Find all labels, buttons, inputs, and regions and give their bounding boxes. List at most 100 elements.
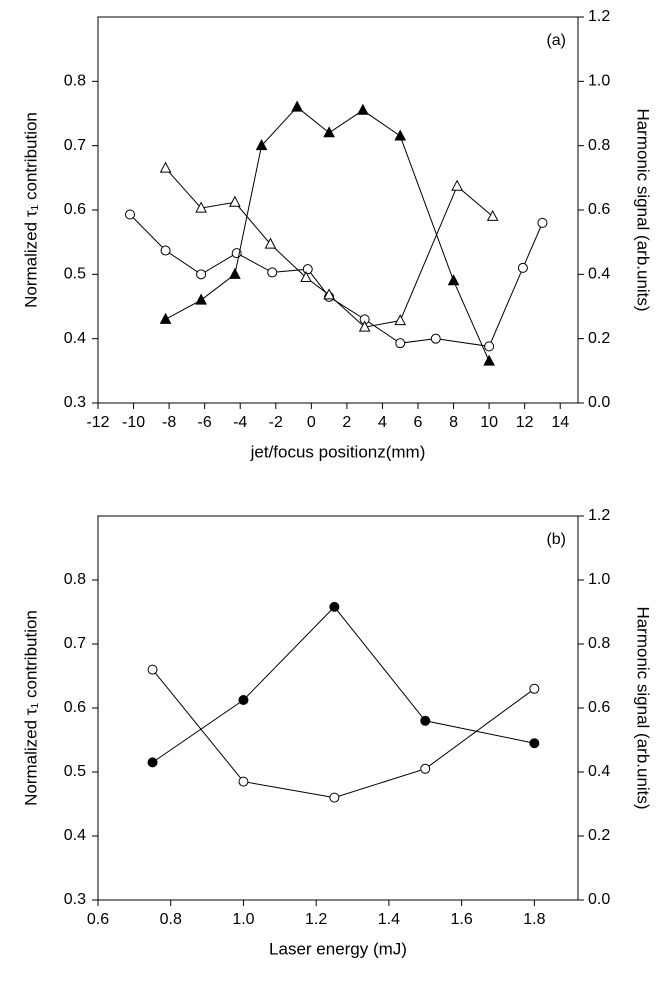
plot-frame bbox=[97, 515, 579, 901]
x-tick-label: 14 bbox=[551, 414, 569, 431]
y2-tick-label: 0.4 bbox=[588, 763, 610, 780]
y2-tick-label: 0.6 bbox=[588, 201, 610, 218]
series-line bbox=[165, 167, 493, 328]
y-axis-title: Normalized τ₁ contribution bbox=[21, 112, 40, 308]
marker bbox=[160, 245, 171, 256]
marker bbox=[264, 237, 277, 249]
x-tick-label: -12 bbox=[86, 414, 109, 431]
series-line bbox=[152, 606, 535, 763]
x-tick-label: 1.4 bbox=[378, 911, 400, 928]
x-tick-label: -4 bbox=[233, 414, 247, 431]
y2-axis-title: Harmonic signal (arb.units) bbox=[634, 606, 653, 809]
x-tick-label: 1.6 bbox=[451, 911, 473, 928]
y2-tick-label: 0.0 bbox=[588, 891, 610, 908]
x-tick-label: 10 bbox=[480, 414, 498, 431]
marker bbox=[195, 293, 207, 305]
y2-tick-label: 0.8 bbox=[588, 137, 610, 154]
y-tick-label: 0.4 bbox=[64, 330, 86, 347]
series-line bbox=[152, 669, 535, 799]
marker bbox=[430, 333, 441, 344]
x-tick-label: 2 bbox=[342, 414, 351, 431]
x-tick-label: 8 bbox=[449, 414, 458, 431]
x-axis-title: Laser energy (mJ) bbox=[269, 939, 407, 958]
y-tick-label: 0.7 bbox=[64, 635, 86, 652]
y-tick-label: 0.7 bbox=[64, 137, 86, 154]
y2-tick-label: 1.2 bbox=[588, 507, 610, 524]
series-line bbox=[129, 214, 543, 347]
y-tick-label: 0.6 bbox=[64, 201, 86, 218]
marker bbox=[358, 320, 371, 332]
annotation: (b) bbox=[546, 531, 566, 548]
marker bbox=[255, 139, 268, 151]
x-axis-title: jet/focus positionz(mm) bbox=[250, 442, 426, 461]
marker bbox=[486, 209, 499, 221]
marker bbox=[302, 264, 313, 275]
y-tick-label: 0.8 bbox=[64, 73, 86, 90]
marker bbox=[451, 179, 463, 191]
marker bbox=[529, 738, 540, 749]
y-tick-label: 0.4 bbox=[64, 827, 86, 844]
marker bbox=[483, 354, 495, 366]
marker bbox=[196, 269, 207, 280]
x-tick-label: 0.6 bbox=[87, 911, 109, 928]
marker bbox=[323, 126, 335, 138]
marker bbox=[159, 161, 172, 173]
y2-tick-label: 0.2 bbox=[588, 330, 610, 347]
marker bbox=[238, 776, 249, 787]
x-tick-label: 0 bbox=[307, 414, 316, 431]
y2-tick-label: 0.0 bbox=[588, 394, 610, 411]
marker bbox=[125, 209, 135, 220]
y2-axis-title: Harmonic signal (arb.units) bbox=[634, 108, 653, 311]
y-tick-label: 0.3 bbox=[64, 891, 86, 908]
marker bbox=[195, 201, 207, 213]
marker bbox=[329, 601, 340, 612]
marker bbox=[329, 792, 340, 803]
x-tick-label: 0.8 bbox=[160, 911, 182, 928]
y-tick-label: 0.5 bbox=[64, 266, 86, 283]
x-tick-label: 1.8 bbox=[523, 911, 545, 928]
marker bbox=[323, 288, 335, 300]
plot-frame bbox=[97, 16, 579, 404]
marker bbox=[300, 270, 312, 283]
marker bbox=[238, 695, 249, 705]
x-tick-label: 1.2 bbox=[305, 911, 327, 928]
y-axis-title: Normalized τ₁ contribution bbox=[21, 610, 40, 806]
y-tick-label: 0.6 bbox=[64, 699, 86, 716]
x-tick-label: -6 bbox=[198, 414, 212, 431]
y2-tick-label: 0.6 bbox=[588, 699, 610, 716]
x-tick-label: 12 bbox=[516, 414, 534, 431]
y-tick-label: 0.5 bbox=[64, 763, 86, 780]
marker bbox=[267, 267, 278, 278]
x-tick-label: 1.0 bbox=[232, 911, 254, 928]
y2-tick-label: 1.0 bbox=[588, 571, 610, 588]
x-tick-label: -2 bbox=[269, 414, 283, 431]
marker bbox=[517, 262, 528, 273]
marker bbox=[447, 274, 460, 286]
marker bbox=[529, 683, 540, 694]
marker bbox=[420, 763, 431, 774]
marker bbox=[357, 103, 369, 115]
y-tick-label: 0.8 bbox=[64, 571, 86, 588]
marker bbox=[484, 341, 495, 352]
marker bbox=[159, 312, 172, 324]
x-tick-label: -8 bbox=[162, 414, 176, 431]
annotation: (a) bbox=[546, 32, 566, 49]
marker bbox=[394, 129, 407, 141]
series-line bbox=[165, 106, 490, 362]
marker bbox=[147, 664, 158, 675]
x-tick-label: 6 bbox=[414, 414, 423, 431]
x-tick-label: -10 bbox=[122, 414, 145, 431]
y2-tick-label: 0.8 bbox=[588, 635, 610, 652]
x-tick-label: 4 bbox=[378, 414, 387, 431]
marker bbox=[229, 195, 241, 207]
marker bbox=[291, 100, 303, 112]
y-tick-label: 0.3 bbox=[64, 394, 86, 411]
marker bbox=[229, 267, 241, 279]
marker bbox=[420, 715, 431, 726]
y2-tick-label: 0.2 bbox=[588, 827, 610, 844]
y2-tick-label: 1.2 bbox=[588, 8, 610, 25]
marker bbox=[537, 217, 548, 228]
marker bbox=[147, 757, 158, 768]
y2-tick-label: 1.0 bbox=[588, 73, 610, 90]
